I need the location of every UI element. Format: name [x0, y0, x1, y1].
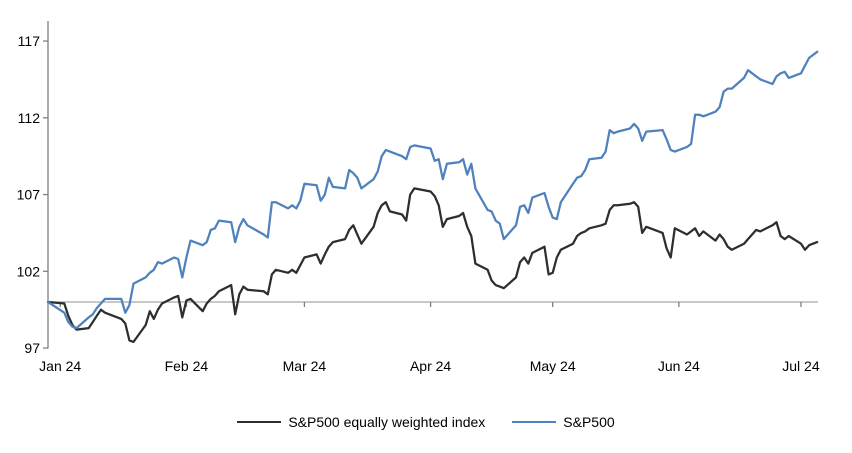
legend-swatch-sp500	[512, 421, 557, 423]
y-tick-label: 117	[18, 33, 41, 49]
y-tick-label: 107	[17, 187, 41, 203]
x-tick-label: Feb 24	[165, 358, 209, 374]
x-tick-label: May 24	[530, 358, 576, 374]
line-chart: 97 102 107 112 117 Jan 24 Feb 24 Mar 24 Apr 24 M…	[17, 21, 820, 374]
legend: S&P500 equally weighted index S&P500	[0, 412, 852, 432]
series-line-sp500	[46, 50, 819, 330]
y-axis: 97 102 107 112 117	[17, 21, 49, 356]
legend-item-equal-weighted: S&P500 equally weighted index	[237, 414, 485, 430]
x-tick-label: Jul 24	[782, 358, 820, 374]
x-tick-label: Mar 24	[283, 358, 327, 374]
y-tick-label: 102	[17, 263, 41, 279]
legend-item-sp500: S&P500	[512, 414, 615, 430]
x-tick-label: Jun 24	[658, 358, 700, 374]
x-axis: Jan 24 Feb 24 Mar 24 Apr 24 May 24 Jun 24 Jul …	[39, 301, 820, 374]
legend-label-sp500: S&P500	[563, 414, 615, 430]
y-tick-label: 97	[24, 340, 40, 356]
series-lines	[46, 50, 819, 344]
legend-label-equal-weighted: S&P500 equally weighted index	[288, 414, 486, 430]
legend-swatch-equal-weighted	[237, 421, 282, 423]
y-tick-label: 112	[18, 110, 41, 126]
series-line-equal-weighted	[46, 187, 819, 344]
x-tick-label: Jan 24	[39, 358, 81, 374]
x-tick-label: Apr 24	[410, 358, 451, 374]
